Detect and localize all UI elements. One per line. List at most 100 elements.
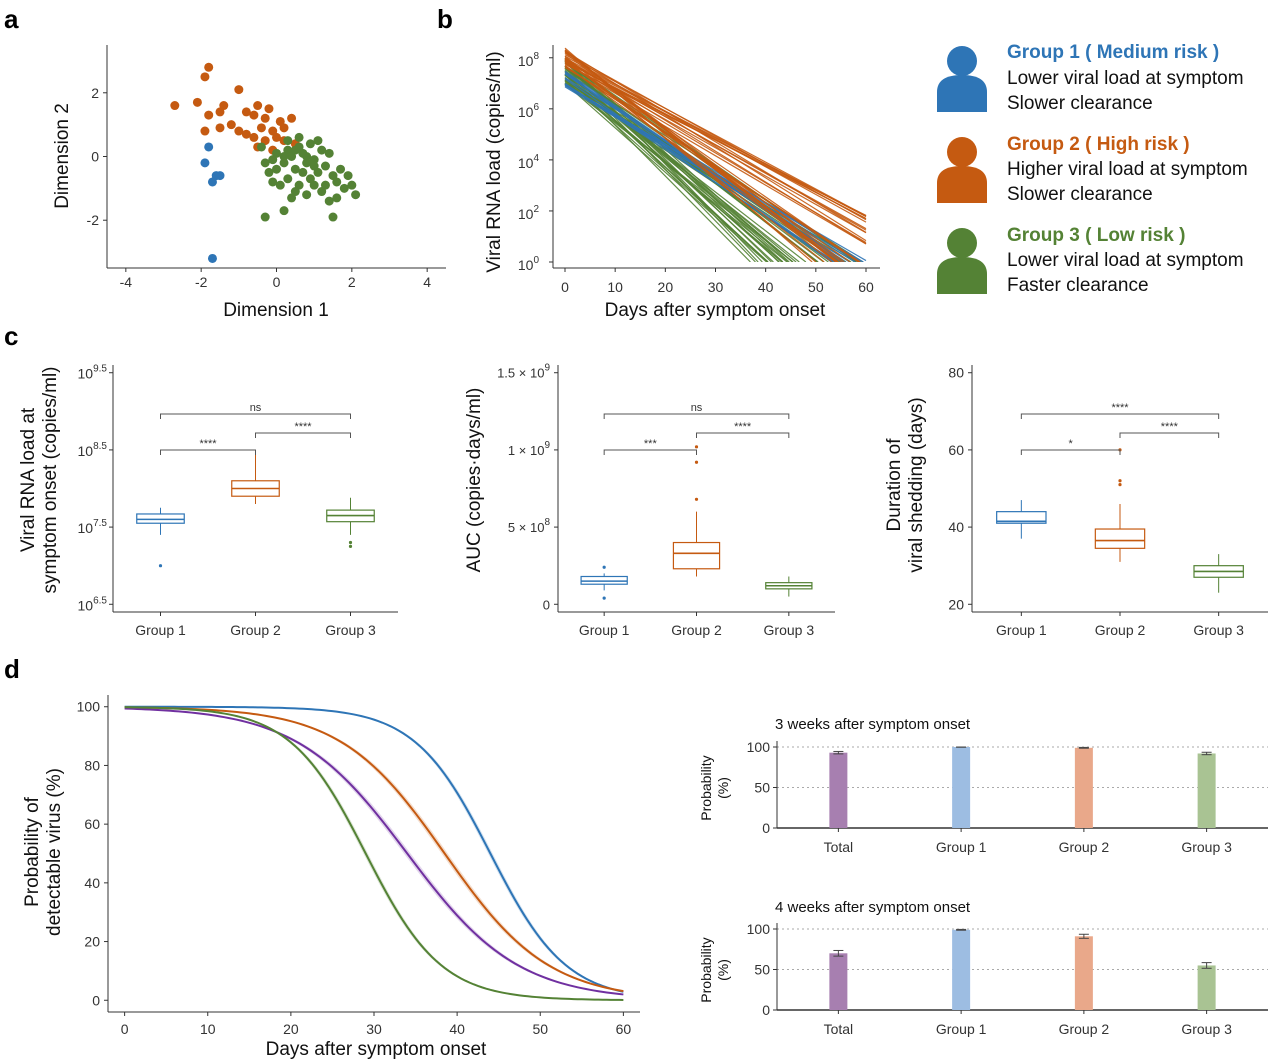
panel-d1-curve-group3 [124, 706, 624, 1001]
legend-item-group-3: Group 3 ( Low risk ) Lower viral load at… [937, 225, 1244, 296]
panel-d1-x-tick-label: 30 [366, 1021, 382, 1037]
pc2-y-tick-label-exponent: 8 [544, 517, 550, 528]
legend-group-3-line2: Faster clearance [1007, 275, 1149, 296]
panel-d1-xlabel: Days after symptom onset [266, 1039, 487, 1060]
pd2-bar-total [829, 752, 848, 828]
panel-a-point-group2 [204, 110, 214, 120]
legend-group-1-name: Group 1 ( Medium risk ) [1007, 42, 1219, 63]
panel-a-point-group3 [320, 161, 330, 171]
person-icon [937, 137, 987, 203]
panel-d1-y-tick-label: 100 [77, 699, 101, 715]
panel-a-y-tick-label: -2 [87, 212, 100, 228]
panel-a-point-group3 [305, 174, 315, 184]
pc2-outlier [694, 460, 699, 464]
panel-letter-a: a [4, 4, 19, 34]
legend-group-3-line1: Lower viral load at symptom [1007, 250, 1244, 271]
panel-a-point-group3 [260, 158, 270, 168]
legend-group-2-name: Group 2 ( High risk ) [1007, 134, 1190, 155]
pc3-y-tick-label: 60 [948, 442, 964, 458]
pc2-box [672, 541, 721, 570]
panel-a-point-group1 [204, 142, 214, 152]
panel-c1-boxplot: Viral RNA load at symptom onset (copies/… [18, 364, 398, 638]
panel-letter-b: b [437, 4, 453, 34]
panel-a-point-group3 [279, 158, 289, 168]
panel-a-point-group1 [207, 253, 217, 263]
legend-item-group-2: Group 2 ( High risk ) Higher viral load … [937, 134, 1248, 205]
panel-d2-title: 3 weeks after symptom onset [775, 716, 971, 733]
pd3-y-tick-label: 100 [747, 921, 771, 937]
panel-letter-c: c [4, 321, 18, 351]
panel-a-point-group3 [305, 139, 315, 149]
panel-a-x-tick-label: 2 [348, 274, 356, 290]
panel-b-xlabel: Days after symptom onset [605, 300, 826, 321]
panel-d1-y-tick-label: 80 [84, 757, 100, 773]
pc1-x-tick-label: Group 2 [230, 622, 281, 638]
panel-b-line-group2 [564, 50, 839, 262]
panel-b-line-group2 [564, 51, 867, 242]
panel-a-point-group1 [215, 171, 225, 181]
panel-a-point-group2 [272, 132, 281, 142]
pc2-significance-label: **** [734, 421, 752, 433]
pd3-y-tick-label: 0 [762, 1002, 770, 1018]
panel-a-point-group3 [298, 167, 308, 177]
panel-c2-ylabel: AUC (copies·days/ml) [464, 388, 485, 573]
pc3-outlier [1118, 483, 1122, 487]
pc3-box [996, 511, 1047, 524]
pc1-significance-label: **** [199, 438, 217, 450]
panel-d3-ylabel-line1: Probability [698, 937, 714, 1002]
panel-a-x-tick-label: -4 [120, 274, 133, 290]
panel-a-point-group3 [328, 212, 338, 222]
pc2-y-tick-label: 0 [543, 597, 550, 612]
panel-a-point-group3 [283, 136, 293, 146]
pc2-y-tick-label: 1 × 109 [508, 440, 551, 458]
pc2-outlier [694, 497, 699, 501]
pd2-x-tick-label: Group 2 [1059, 839, 1110, 855]
panel-d1-ylabel-line1: Probability of [22, 796, 43, 907]
person-icon [937, 46, 987, 112]
pc2-significance-label: *** [644, 438, 658, 450]
pc1-x-tick-label: Group 3 [325, 622, 376, 638]
panel-d2-bars: 3 weeks after symptom onset Probability … [698, 716, 1268, 855]
panel-b-line-group3 [564, 58, 759, 262]
panel-d1-survival: Days after symptom onset Probability of … [22, 695, 640, 1060]
panel-a-point-group2 [249, 132, 259, 142]
pd3-bar-group3 [1197, 965, 1216, 1010]
panel-a-point-group3 [302, 158, 312, 168]
panel-a-xlabel: Dimension 1 [223, 300, 329, 321]
pd3-y-tick-label: 50 [754, 962, 770, 978]
panel-b-line-group2 [564, 50, 867, 233]
panel-b-series-group [564, 47, 867, 262]
pc1-x-tick-label: Group 1 [135, 622, 186, 638]
panel-a-point-group3 [268, 177, 278, 187]
panel-a-point-group2 [234, 126, 244, 136]
pc2-x-tick-label: Group 3 [764, 622, 815, 638]
panel-d1-y-tick-label: 0 [92, 992, 100, 1008]
person-icon [937, 228, 987, 294]
panel-letter-d: d [4, 654, 20, 684]
panel-a-point-group2 [287, 113, 297, 123]
panel-d1-ci-band-group2 [124, 707, 624, 992]
panel-b-y-tick-label-exponent: 2 [533, 204, 539, 215]
panel-b-ylabel: Viral RNA load (copies/ml) [484, 51, 505, 272]
legend-item-group-1: Group 1 ( Medium risk ) Lower viral load… [937, 42, 1244, 114]
panel-a-point-group2 [215, 123, 225, 133]
pc3-y-tick-label: 20 [948, 596, 964, 612]
pc1-y-tick-label-base: 10 [78, 520, 94, 536]
pc1-y-tick-label: 106.5 [78, 595, 108, 613]
pd2-y-tick-label: 0 [762, 820, 770, 836]
pc3-significance-label: * [1069, 438, 1074, 450]
pc2-x-tick-label: Group 2 [671, 622, 722, 638]
pc3-x-tick-label: Group 3 [1193, 622, 1244, 638]
pc1-significance-label: ns [250, 402, 262, 414]
pc3-y-tick-label: 80 [948, 365, 964, 381]
panel-d1-ci-band-group3 [124, 707, 624, 1000]
panel-a-point-group3 [347, 180, 357, 190]
panel-d1-x-tick-label: 50 [532, 1021, 548, 1037]
panel-b-line-group2 [564, 57, 867, 218]
panel-c1-ylabel-line1: Viral RNA load at [18, 407, 39, 552]
panel-d1-ci-band-total [124, 708, 624, 995]
pd3-bar-group2 [1074, 936, 1093, 1010]
panel-a-point-group2 [260, 113, 270, 123]
pd2-bar-group3 [1197, 753, 1216, 828]
panel-a-point-group3 [272, 164, 281, 174]
